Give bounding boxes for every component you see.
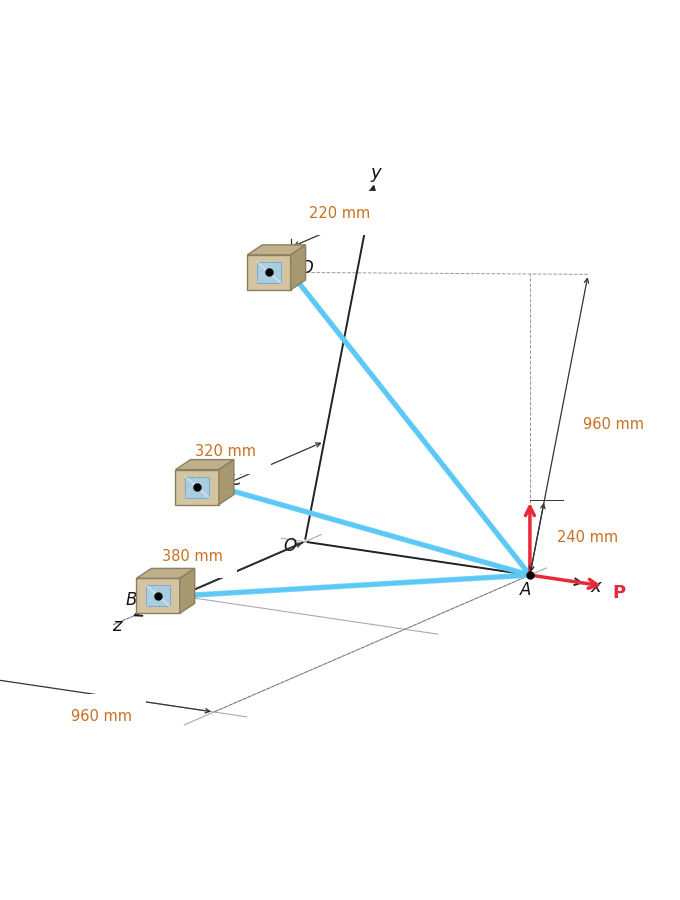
Polygon shape [136, 569, 194, 579]
Text: P: P [613, 584, 626, 602]
Text: O: O [283, 537, 296, 555]
Text: A: A [520, 581, 532, 599]
Polygon shape [175, 470, 219, 505]
Text: B: B [126, 591, 137, 609]
Text: y: y [371, 164, 381, 182]
Polygon shape [248, 245, 305, 255]
Text: 380 mm: 380 mm [162, 549, 222, 563]
Polygon shape [248, 255, 290, 290]
Polygon shape [136, 579, 180, 614]
Text: C: C [230, 472, 241, 490]
Text: D: D [301, 259, 313, 277]
Polygon shape [175, 460, 234, 470]
Text: 960 mm: 960 mm [583, 418, 644, 432]
Text: 960 mm: 960 mm [71, 708, 132, 724]
Text: x: x [591, 578, 602, 596]
Text: 320 mm: 320 mm [195, 445, 256, 459]
Polygon shape [180, 569, 194, 614]
Text: 220 mm: 220 mm [309, 206, 370, 220]
Text: Q: Q [545, 532, 560, 550]
Polygon shape [146, 585, 170, 607]
Text: z: z [112, 616, 122, 634]
Text: 240 mm: 240 mm [557, 530, 618, 545]
Polygon shape [257, 262, 281, 283]
Polygon shape [185, 477, 209, 498]
Polygon shape [219, 460, 234, 505]
Polygon shape [290, 245, 305, 290]
